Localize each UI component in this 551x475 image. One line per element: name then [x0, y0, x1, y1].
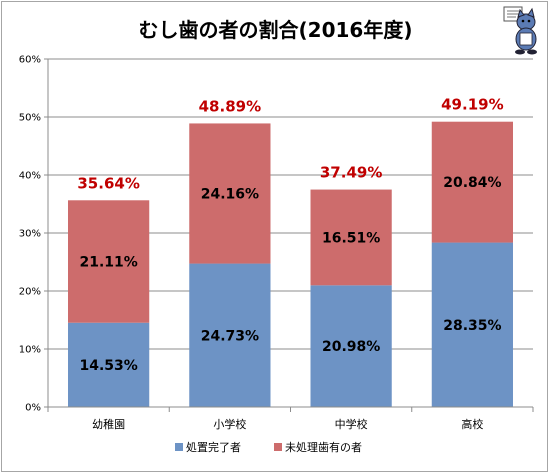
y-tick-label: 50%	[19, 113, 41, 124]
data-label: 16.51%	[322, 230, 380, 246]
data-label: 20.98%	[322, 339, 380, 355]
data-label: 14.53%	[79, 358, 137, 374]
total-label: 35.64%	[77, 174, 139, 192]
total-label: 37.49%	[320, 164, 382, 182]
bar-segment	[431, 242, 513, 407]
bar-segment	[189, 123, 271, 264]
data-label: 28.35%	[443, 318, 501, 334]
category-label: 中学校	[335, 417, 368, 431]
y-tick-label: 60%	[19, 55, 41, 66]
total-label: 49.19%	[441, 96, 503, 114]
category-label: 小学校	[213, 417, 246, 431]
legend-label: 処置完了者	[186, 440, 241, 454]
legend-swatch	[175, 443, 183, 451]
y-tick-label: 0%	[25, 403, 41, 414]
data-label: 20.84%	[443, 175, 501, 191]
bar-segment	[68, 200, 150, 323]
y-tick-label: 20%	[19, 287, 41, 298]
bar-segment	[68, 322, 150, 407]
category-label: 幼稚園	[92, 418, 125, 431]
chart-title: むし歯の者の割合(2016年度)	[138, 18, 413, 42]
y-tick-label: 40%	[19, 171, 41, 182]
bar-segment	[310, 189, 392, 286]
bar-segment	[310, 285, 392, 407]
y-tick-label: 30%	[19, 229, 41, 240]
y-tick-label: 10%	[19, 345, 41, 356]
data-label: 24.16%	[201, 187, 259, 203]
legend-swatch	[274, 443, 282, 451]
data-label: 21.11%	[79, 255, 137, 271]
category-label: 高校	[461, 417, 483, 431]
cat-mascot-icon	[503, 6, 537, 55]
total-label: 48.89%	[199, 97, 261, 115]
bar-segment	[189, 263, 271, 407]
legend-label: 未処理歯有の者	[285, 440, 362, 454]
data-label: 24.73%	[201, 328, 259, 344]
bar-segment	[431, 121, 513, 243]
